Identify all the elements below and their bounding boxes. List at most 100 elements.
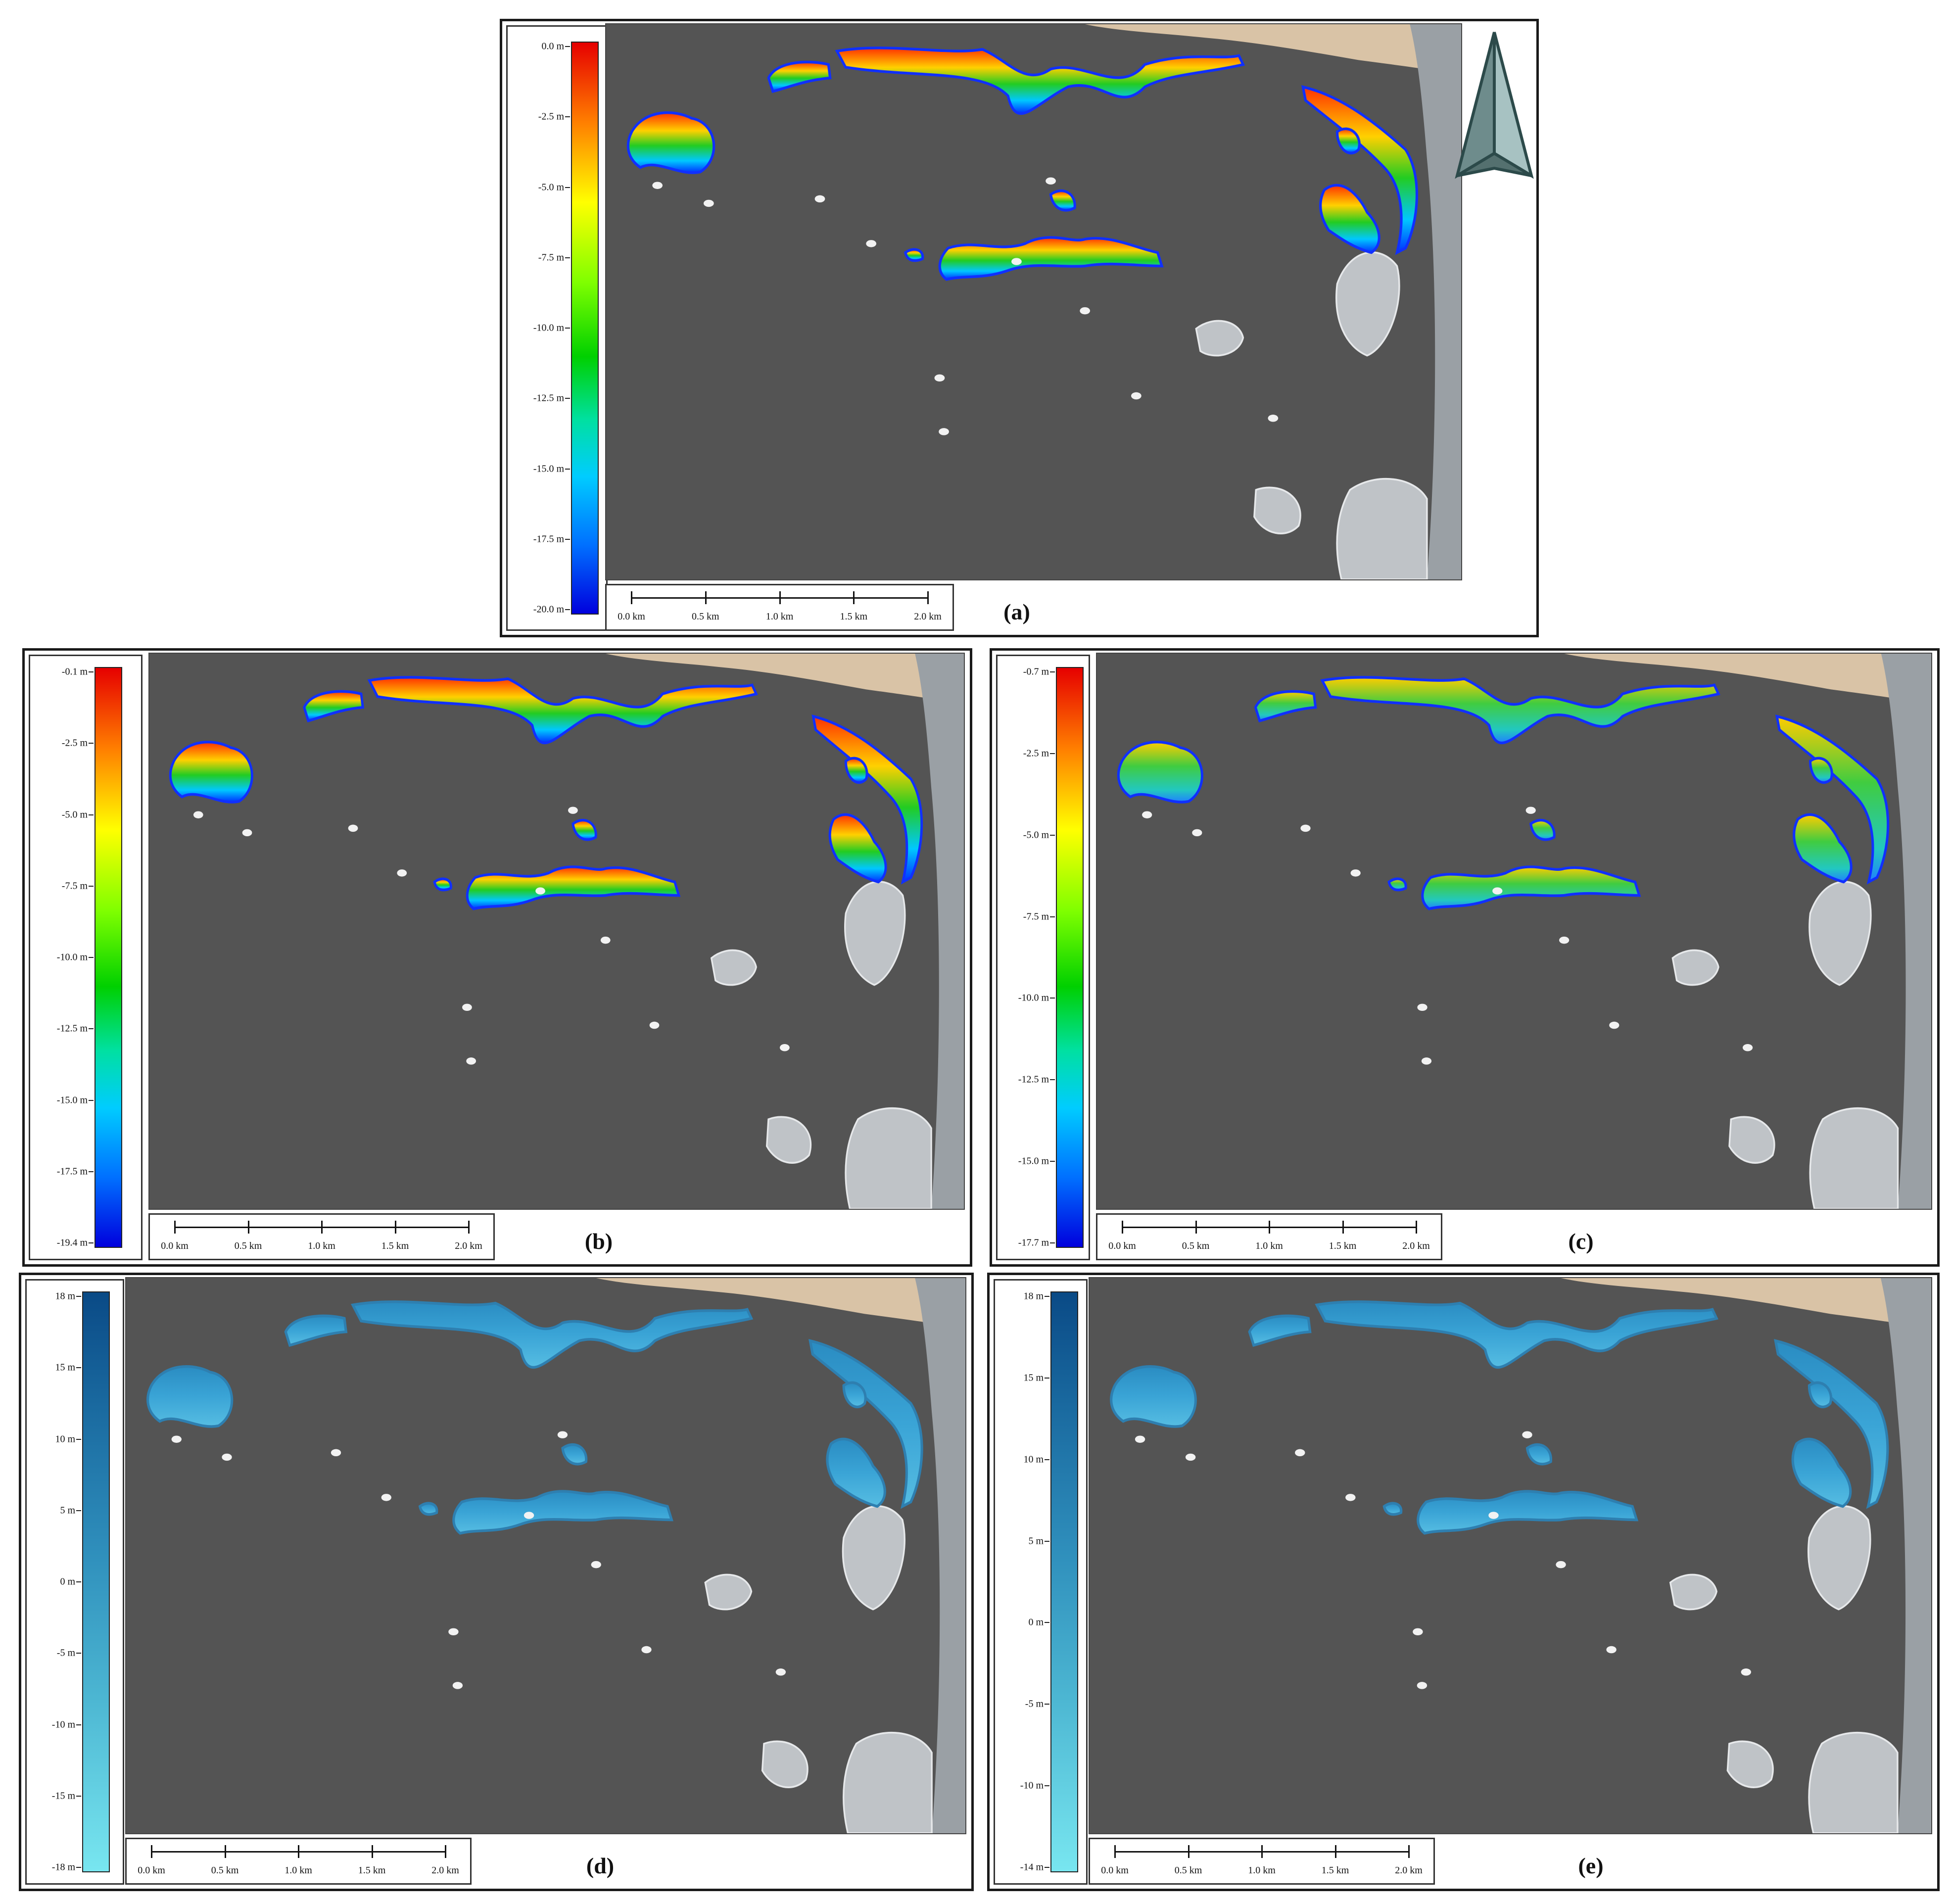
legend-tick-mark (565, 468, 570, 470)
coastal-land (1564, 654, 1923, 703)
depth-shoal (146, 1365, 234, 1428)
legend-tick-label: -15.0 m (1018, 1155, 1049, 1167)
rock-outcrop (710, 949, 757, 986)
marker-spot (1488, 1512, 1499, 1519)
marker-spot (866, 240, 877, 247)
depth-shoal (561, 1443, 588, 1466)
legend-tick-mark (565, 187, 570, 188)
scale-bar-label: 0.0 km (161, 1240, 189, 1251)
legend-tick-mark (1050, 753, 1055, 754)
water-background (126, 1278, 965, 1833)
depth-shoal (1792, 813, 1853, 884)
legend-tick-label: -5 m (56, 1647, 75, 1659)
scale-bar-tick (247, 1221, 249, 1234)
depth-shoal (1525, 1443, 1552, 1466)
legend-tick-label: -17.5 m (533, 533, 564, 545)
depth-shoal (1791, 1437, 1852, 1508)
legend-tick-label: -15 m (51, 1790, 75, 1802)
legend-tick-mark (565, 257, 570, 258)
marker-spot (448, 1628, 459, 1636)
legend-tick-mark (89, 957, 94, 958)
scale-bar-tick (1188, 1845, 1190, 1858)
depth-shoal (1417, 1490, 1639, 1535)
depth-shoal (1254, 690, 1317, 722)
color-ramp (1056, 667, 1084, 1248)
marker-spot (1080, 307, 1091, 315)
legend-tick-label: -5.0 m (538, 182, 564, 192)
water-background (1090, 1278, 1931, 1833)
scale-bar-tick (468, 1221, 470, 1234)
legend-tick-mark (1045, 1540, 1049, 1542)
legend-tick-mark (1045, 1704, 1049, 1705)
depth-shoal (284, 1314, 348, 1347)
depth-shoal (1320, 676, 1720, 745)
marker-spot (1295, 1449, 1305, 1457)
marker-spot (1742, 1044, 1753, 1051)
marker-spot (1192, 829, 1202, 837)
marker-spot (242, 829, 252, 837)
scale-bar-tick (1195, 1221, 1197, 1234)
marker-spot (1185, 1453, 1196, 1461)
legend-tick-label: -20.0 m (533, 604, 564, 615)
legend-tick-label: -2.5 m (61, 737, 88, 749)
marker-spot (1135, 1435, 1145, 1443)
depth-shoal (1117, 740, 1203, 804)
scale-bar-label: 2.0 km (455, 1240, 482, 1251)
shore-strip (915, 654, 964, 1209)
marker-spot (381, 1494, 391, 1501)
depth-shoal (938, 236, 1164, 281)
legend-tick-label: -2.5 m (538, 111, 564, 122)
shore-strip (1880, 1278, 1931, 1833)
marker-spot (397, 869, 407, 877)
legend-tick-label: -10.0 m (1018, 992, 1049, 1003)
depth-shoal (303, 690, 365, 722)
scale-bar-tick (631, 591, 632, 604)
legend-tick-mark (1050, 998, 1055, 999)
scale-bar-tick (1334, 1845, 1336, 1858)
scale-bar-label: 0.5 km (691, 611, 719, 622)
depth-shoal (826, 1437, 886, 1508)
legend-tick-mark (1050, 1242, 1055, 1243)
depth-shoal (1110, 1365, 1197, 1428)
scale-bar-label: 0.5 km (234, 1240, 262, 1251)
panel-b: -0.1 m -2.5 m -5.0 m -7.5 m -10.0 m -12.5 m -1… (22, 648, 972, 1267)
marker-spot (1417, 1682, 1428, 1689)
scale-bar-label: 1.0 km (308, 1240, 335, 1251)
marker-spot (1609, 1021, 1619, 1029)
legend-tick-mark (565, 609, 570, 610)
legend-tick-label: 0 m (1028, 1617, 1044, 1628)
legend-tick-mark (1045, 1377, 1049, 1379)
water-background (149, 654, 964, 1209)
legend-tick-label: -7.5 m (1023, 911, 1049, 922)
rock-outcrop (844, 881, 906, 986)
scale-bar-label: 2.0 km (914, 611, 942, 622)
marker-spot (1046, 177, 1056, 185)
legend-tick-label: -5.0 m (1023, 829, 1049, 841)
depth-shoal (571, 818, 597, 841)
legend-tick-mark (89, 1242, 94, 1243)
marker-spot (652, 182, 663, 189)
marker-spot (523, 1512, 534, 1519)
legend-tick-mark (89, 671, 94, 672)
marker-spot (600, 936, 611, 944)
legend-tick-mark (76, 1795, 81, 1797)
rock-outcrop (845, 1107, 932, 1209)
rock-outcrop (765, 1116, 812, 1164)
legend-tick-mark (76, 1867, 81, 1868)
legend-tick-mark (565, 398, 570, 399)
rock-outcrop (843, 1731, 933, 1833)
scale-bar-label: 1.5 km (1321, 1865, 1349, 1876)
legend-tick-label: -19.4 m (56, 1237, 88, 1248)
shore-strip (1410, 24, 1461, 579)
rock-outcrop (1808, 1505, 1871, 1611)
map-d (125, 1277, 966, 1834)
marker-spot (1413, 1628, 1423, 1636)
legend-tick-label: -0.1 m (61, 666, 88, 677)
color-ramp (95, 667, 122, 1248)
legend-tick-label: -12.5 m (56, 1023, 88, 1034)
marker-spot (1559, 936, 1570, 944)
water-background (606, 24, 1461, 579)
depth-shoal (418, 1502, 438, 1516)
depth-shoal (452, 1490, 673, 1535)
